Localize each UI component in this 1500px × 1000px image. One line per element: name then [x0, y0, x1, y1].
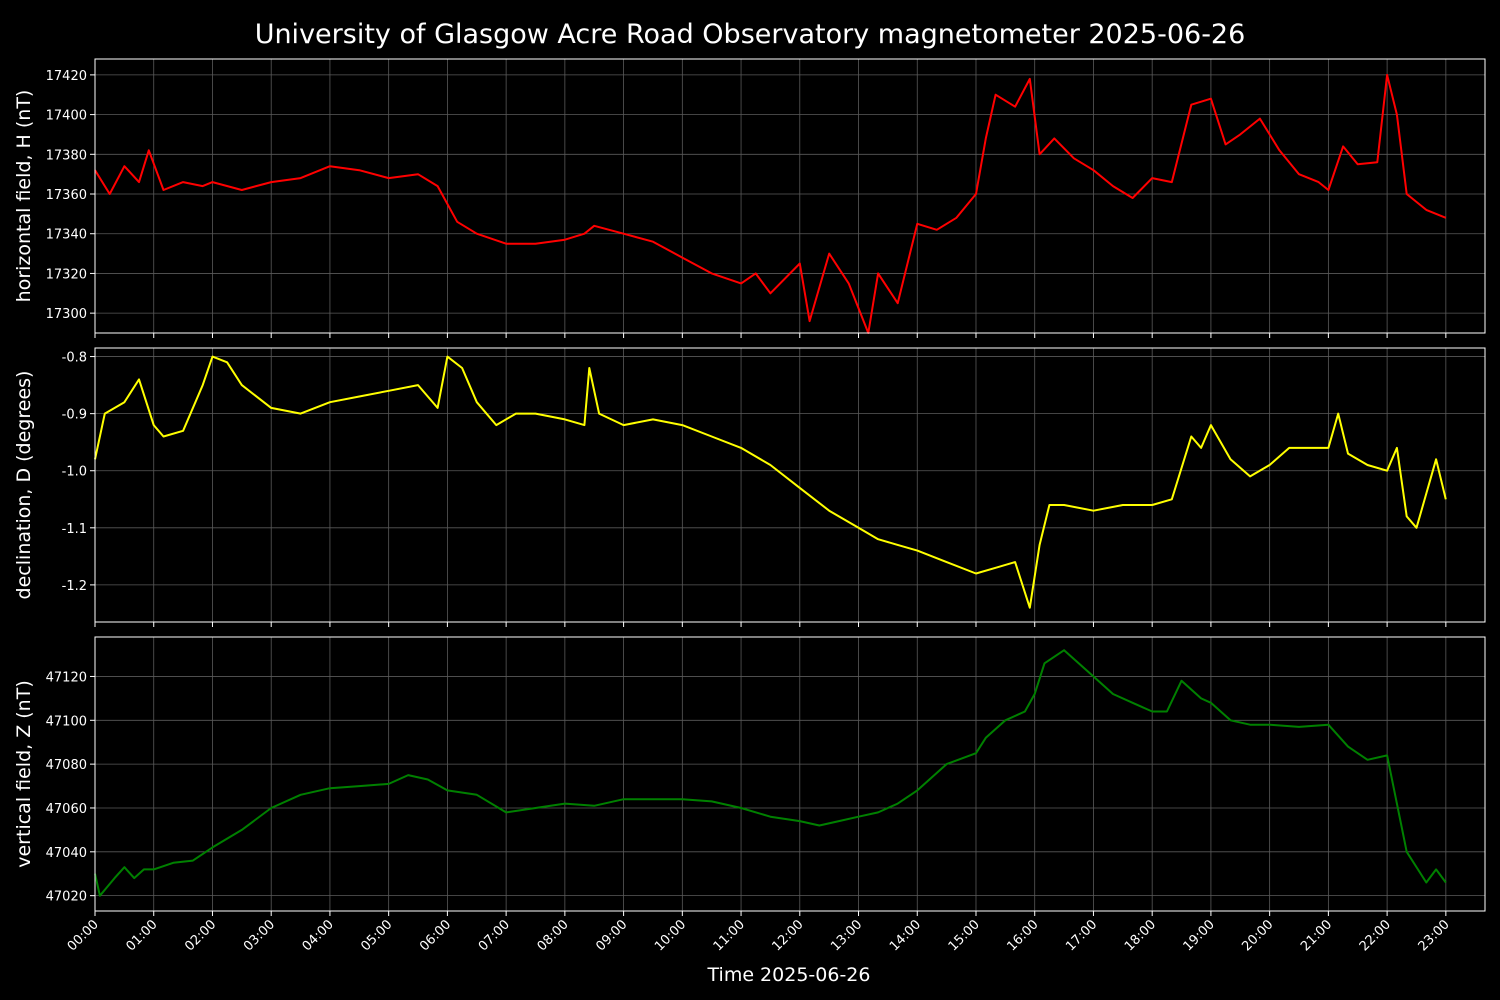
y-tick-label: -1.0 — [62, 465, 87, 480]
y-tick-label: 17320 — [46, 267, 87, 282]
y-axis-label-1: horizontal field, H (nT) — [13, 90, 35, 303]
y-tick-label: 47100 — [46, 714, 87, 729]
y-tick-label: 17400 — [46, 109, 87, 124]
series-line-2 — [94, 355, 1447, 609]
y-tick-label: 17360 — [46, 188, 87, 203]
y-tick-label: 17300 — [46, 307, 87, 322]
y-tick-label: -0.8 — [62, 351, 87, 366]
y-tick-label: 47120 — [46, 670, 87, 685]
y-tick-label: -0.9 — [62, 408, 87, 423]
panel-frame — [94, 636, 1486, 912]
panel-1: 17300 17320 17340 17360 17380 17400 17420 horiz… — [13, 58, 1486, 338]
y-tick-label: -1.1 — [62, 522, 87, 537]
panel-frame — [94, 58, 1486, 334]
y-axis-label-3: vertical field, Z (nT) — [13, 680, 35, 868]
panel-3: 47020 47040 47060 47080 47100 47120 vertical f… — [13, 636, 1486, 916]
y-tick-label: 17420 — [46, 69, 87, 84]
y-tick-label: 47060 — [46, 802, 87, 817]
series-line-3 — [94, 649, 1447, 897]
y-tick-label: 47040 — [46, 846, 87, 861]
panel-frame — [94, 347, 1486, 623]
y-tick-label: 47080 — [46, 758, 87, 773]
panel-2: -1.2 -1.1 -1.0 -0.9 -0.8 declination, D (degr… — [13, 347, 1486, 627]
y-tick-label: 17340 — [46, 228, 87, 243]
y-axis-label-2: declination, D (degrees) — [13, 371, 35, 600]
x-axis-label: Time 2025-06-26 — [707, 964, 871, 986]
y-tick-label: -1.2 — [62, 579, 87, 594]
y-tick-label: 47020 — [46, 890, 87, 905]
y-tick-label: 17380 — [46, 148, 87, 163]
chart-title: University of Glasgow Acre Road Observat… — [255, 19, 1246, 50]
